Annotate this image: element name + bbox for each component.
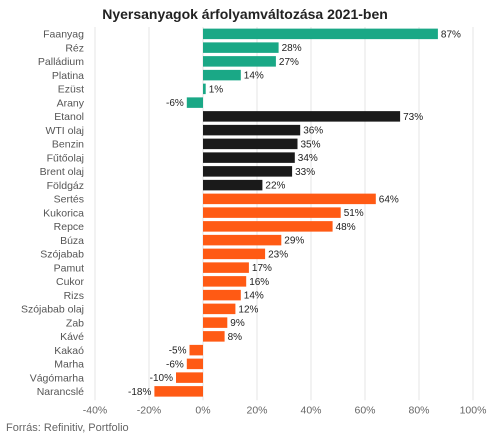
category-label: Platina — [52, 70, 84, 82]
bar — [154, 386, 203, 397]
data-label: -5% — [169, 346, 187, 357]
category-label: Szójabab olaj — [21, 304, 84, 316]
bar — [203, 221, 333, 232]
category-label: Fűtőolaj — [47, 152, 84, 164]
category-label: Narancslé — [37, 386, 84, 398]
category-label: Kakaó — [54, 345, 84, 357]
bar — [203, 289, 241, 301]
data-label: 34% — [298, 153, 318, 164]
x-tick-label: -40% — [83, 404, 108, 416]
data-label: 23% — [268, 249, 288, 260]
data-label: 36% — [303, 126, 323, 137]
bar — [203, 179, 263, 191]
category-label: Búza — [60, 235, 84, 247]
bar — [203, 234, 282, 246]
data-label: -6% — [166, 359, 184, 370]
bar — [203, 42, 279, 53]
data-label: 9% — [230, 318, 245, 329]
data-label: 14% — [244, 291, 264, 302]
bar — [203, 276, 247, 287]
bar — [186, 358, 203, 370]
bar — [189, 344, 203, 356]
data-label: 48% — [336, 222, 356, 233]
data-label: 16% — [249, 277, 269, 288]
category-label: Brent olaj — [40, 166, 84, 178]
data-label: -10% — [150, 373, 173, 384]
x-tick-label: 40% — [300, 404, 321, 416]
data-label: 22% — [265, 181, 285, 192]
x-tick-label: 80% — [408, 404, 429, 416]
data-label: 17% — [252, 263, 272, 274]
source-note: Forrás: Refinitiv, Portfolio — [6, 422, 129, 434]
category-label: Etanol — [54, 111, 84, 123]
bar — [203, 193, 376, 205]
data-label: 28% — [282, 43, 302, 54]
category-label: Kávé — [60, 331, 84, 343]
bar — [203, 56, 276, 67]
data-label: -18% — [128, 387, 151, 398]
category-label: Sertés — [54, 194, 84, 206]
category-label: Kukorica — [43, 207, 84, 219]
x-tick-label: 100% — [460, 404, 487, 416]
data-label: -6% — [166, 98, 184, 109]
x-tick-label: 60% — [354, 404, 375, 416]
data-label: 29% — [284, 236, 304, 247]
category-label: Faanyag — [43, 29, 84, 41]
category-label: Arany — [57, 97, 85, 109]
data-label: 35% — [301, 139, 321, 150]
category-label: Rizs — [64, 290, 84, 302]
data-label: 8% — [228, 332, 243, 343]
bar — [203, 152, 295, 163]
category-label: Ezüst — [58, 84, 84, 96]
category-label: Zab — [66, 317, 84, 329]
data-label: 12% — [238, 304, 258, 315]
bar — [203, 69, 241, 81]
bar — [203, 138, 298, 150]
data-label: 14% — [244, 71, 264, 82]
chart-title: Nyersanyagok árfolyamváltozása 2021-ben — [102, 6, 388, 22]
bar — [203, 303, 236, 315]
x-tick-label: -20% — [137, 404, 162, 416]
category-label: Repce — [54, 221, 85, 233]
bar — [203, 28, 438, 40]
bar — [203, 262, 249, 273]
bar — [203, 83, 206, 95]
category-label: Szójabab — [40, 249, 84, 261]
bar — [203, 166, 293, 177]
data-label: 87% — [441, 29, 461, 40]
category-label: Pamut — [54, 262, 84, 274]
x-tick-label: 0% — [195, 404, 210, 416]
bar — [203, 317, 228, 328]
data-label: 73% — [403, 112, 423, 123]
bar — [203, 124, 301, 136]
data-label: 33% — [295, 167, 315, 178]
x-tick-label: 20% — [246, 404, 267, 416]
data-label: 1% — [209, 84, 224, 95]
bar — [203, 331, 225, 342]
bar — [203, 248, 266, 260]
bar — [186, 97, 203, 108]
data-label: 64% — [379, 194, 399, 205]
category-label: Marha — [54, 359, 84, 371]
category-label: Palládium — [38, 56, 84, 68]
bar — [176, 372, 203, 383]
category-label: Vágómarha — [30, 372, 84, 384]
data-label: 51% — [344, 208, 364, 219]
category-label: Benzin — [52, 139, 84, 151]
data-label: 27% — [279, 57, 299, 68]
category-label: WTI olaj — [45, 125, 84, 137]
category-label: Réz — [65, 42, 84, 54]
category-label: Cukor — [56, 276, 85, 288]
bar — [203, 111, 401, 122]
bar — [203, 207, 341, 218]
category-label: Földgáz — [47, 180, 84, 192]
